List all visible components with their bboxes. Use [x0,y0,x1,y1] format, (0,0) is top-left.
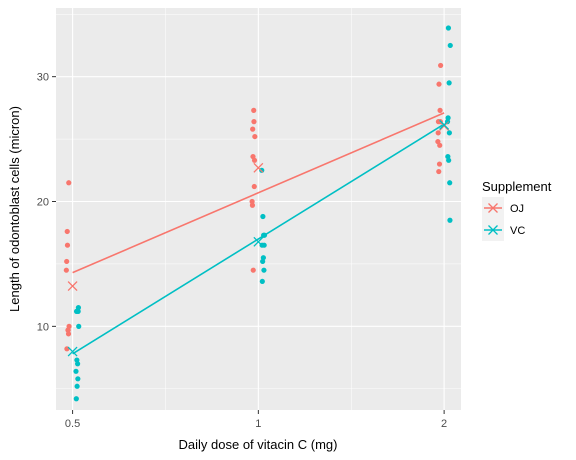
point-vc [260,255,266,261]
mean-marker-oj [439,120,450,131]
legend-key-oj-cross [488,203,498,213]
point-oj [64,258,70,265]
point-oj [65,327,71,333]
point-oj [436,161,443,167]
y-tick-label: 30 [37,72,49,84]
point-oj [252,133,258,140]
point-vc [447,180,453,186]
point-oj [66,180,72,186]
x-axis-title: Daily dose of vitacin C (mg) [179,437,338,452]
point-oj [250,267,256,273]
point-vc [260,213,266,220]
y-tick-label: 20 [37,197,49,209]
point-oj [435,138,441,145]
point-oj [249,202,256,208]
legend-label-oj: OJ [510,203,524,215]
mean-marker-oj [253,162,264,173]
point-vc [447,42,453,49]
point-vc [75,376,81,382]
point-vc [75,361,81,367]
point-oj [64,242,71,248]
point-oj [249,198,255,205]
point-oj [436,168,442,175]
x-tick-label: 1 [255,418,261,430]
point-vc [75,308,81,314]
legend-key-vc-cross [488,225,498,235]
fit-line-oj [72,112,445,274]
point-oj [436,81,442,87]
point-vc [261,242,267,248]
point-vc [259,278,265,285]
legend-entry-oj: OJ [482,197,524,219]
legend-title: Supplement [482,179,552,194]
mean-markers [67,119,450,357]
point-oj [63,267,69,273]
fit-lines [72,112,445,355]
point-vc [74,383,80,389]
point-vc [261,232,268,238]
point-vc [446,130,452,136]
point-vc [261,267,267,273]
y-axis-ticks: 10 20 30 [37,72,56,333]
mean-marker-vc [439,119,450,130]
point-oj [250,153,256,160]
legend-entry-vc: VC [482,219,525,241]
legend: Supplement OJ VC [482,179,552,241]
point-vc [446,157,452,163]
x-tick-label: 2 [441,418,447,430]
point-oj [251,107,257,113]
legend-label-vc: VC [510,225,525,237]
point-oj [251,119,257,125]
x-axis-ticks: 0.5 1 2 [65,410,447,430]
point-oj [438,62,444,69]
point-vc [446,80,452,86]
point-oj [437,107,443,113]
point-vc [76,323,82,329]
mean-marker-vc [67,346,78,357]
point-oj [251,183,257,190]
grid-major [56,8,461,410]
point-vc [73,396,79,402]
data-points [63,25,453,402]
mean-marker-vc [253,236,264,247]
y-tick-label: 10 [37,321,49,333]
point-vc [445,115,451,121]
point-vc [445,25,452,31]
point-vc [73,368,79,374]
point-oj [250,126,256,132]
point-oj [64,228,70,235]
y-axis-title: Length of odontoblast cells (micron) [7,106,22,312]
x-tick-label: 0.5 [65,418,80,430]
fit-line-vc [72,123,445,355]
point-oj [435,130,441,136]
point-vc [447,217,453,223]
mean-marker-oj [67,281,78,291]
